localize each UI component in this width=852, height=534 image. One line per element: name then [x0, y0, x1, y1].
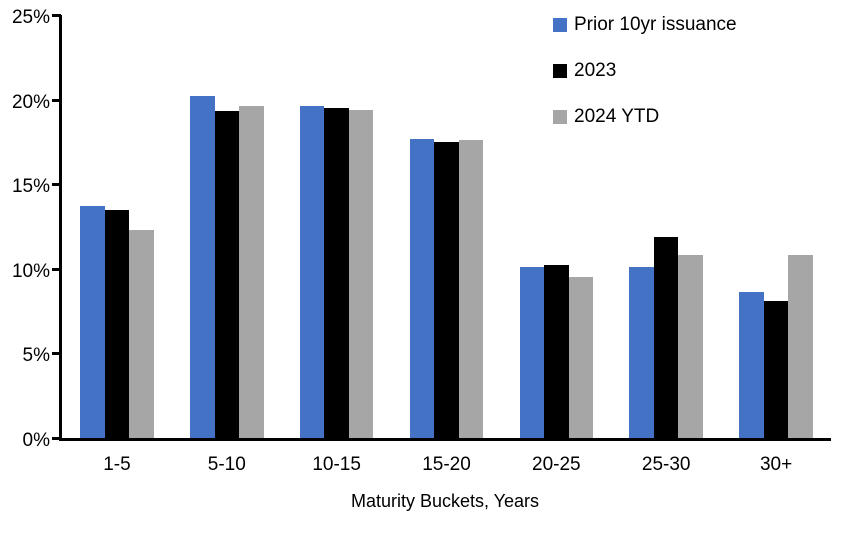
x-axis-title: Maturity Buckets, Years [350, 491, 540, 511]
y-tick-mark [52, 267, 61, 271]
bar-2023-15-20 [434, 141, 459, 438]
y-tick-label: 10% [11, 260, 50, 282]
y-tick-mark [52, 98, 61, 102]
legend-item: 2024 YTD [553, 104, 737, 130]
y-tick-label: 20% [11, 91, 50, 113]
bar-2024-ytd-1-5 [129, 229, 154, 438]
x-tick-label: 30+ [759, 454, 793, 475]
bar-prior-10yr-issuance-25-30 [629, 267, 654, 438]
bar-prior-10yr-issuance-30+ [739, 292, 764, 438]
legend: Prior 10yr issuance 2023 2024 YTD [553, 12, 737, 150]
x-tick-label: 20-25 [532, 454, 581, 475]
bar-2024-ytd-20-25 [568, 277, 594, 438]
plot-area [59, 15, 831, 441]
x-tick-label: 5-10 [207, 454, 246, 475]
x-tick-label: 25-30 [641, 454, 691, 475]
legend-swatch [553, 18, 567, 32]
x-tick-label: 10-15 [312, 454, 361, 475]
bar-2023-10-15 [324, 108, 349, 438]
y-tick-label: 15% [11, 176, 50, 198]
legend-item: Prior 10yr issuance [553, 12, 737, 38]
bar-2024-ytd-15-20 [458, 140, 484, 438]
legend-label: 2023 [574, 60, 617, 81]
x-tick-label: 1-5 [103, 454, 131, 475]
bar-2024-ytd-25-30 [678, 255, 703, 438]
legend-swatch [553, 110, 567, 124]
bar-2024-ytd-30+ [788, 255, 813, 438]
bar-2023-20-25 [544, 265, 569, 438]
bar-2024-ytd-5-10 [239, 106, 264, 438]
bar-prior-10yr-issuance-20-25 [519, 267, 545, 438]
bar-2023-5-10 [214, 111, 240, 438]
bar-2024-ytd-10-15 [348, 109, 374, 438]
x-tick-label: 15-20 [422, 454, 471, 475]
y-tick-mark [52, 183, 61, 187]
bar-2023-1-5 [104, 209, 130, 438]
legend-item: 2023 [553, 58, 737, 84]
bar-prior-10yr-issuance-15-20 [409, 138, 435, 438]
legend-swatch [553, 64, 567, 78]
bar-prior-10yr-issuance-5-10 [190, 96, 215, 438]
legend-label: Prior 10yr issuance [574, 14, 737, 35]
y-tick-mark [52, 352, 61, 356]
bar-prior-10yr-issuance-1-5 [80, 206, 105, 438]
bar-prior-10yr-issuance-10-15 [299, 106, 325, 438]
y-tick-label: 0% [22, 430, 50, 451]
y-tick-mark [52, 437, 61, 440]
y-tick-mark [52, 14, 61, 17]
y-tick-label: 5% [22, 345, 50, 367]
bar-2023-30+ [763, 300, 789, 438]
y-tick-label: 25% [11, 7, 50, 28]
bar-2023-25-30 [653, 236, 679, 438]
legend-label: 2024 YTD [574, 106, 660, 127]
